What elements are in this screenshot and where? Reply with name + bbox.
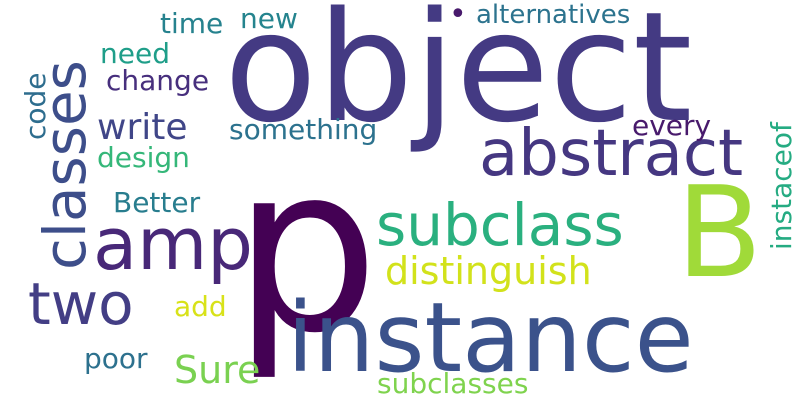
word-p: p	[233, 117, 379, 384]
word-new: new	[240, 2, 298, 35]
word-Better: Better	[113, 186, 201, 219]
word-two: two	[28, 270, 134, 338]
word-B: B	[676, 159, 763, 306]
word-need: need	[100, 37, 170, 70]
word-time: time	[160, 7, 224, 40]
word-dot: •	[449, 0, 467, 32]
word-write: write	[97, 107, 188, 148]
word-poor: poor	[84, 342, 148, 375]
word-design: design	[97, 141, 190, 174]
word-instaceof: instaceof	[765, 122, 798, 250]
word-abstract: abstract	[479, 117, 744, 191]
word-distinguish: distinguish	[385, 249, 592, 293]
word-instance: instance	[287, 282, 694, 394]
word-alternatives: alternatives	[476, 0, 631, 30]
word-amp: amp	[93, 202, 253, 286]
word-object: object	[224, 0, 693, 156]
word-subclasses: subclasses	[377, 367, 529, 400]
word-add: add	[174, 290, 227, 323]
word-change: change	[106, 64, 210, 97]
word-something: something	[229, 113, 378, 146]
word-subclass: subclass	[376, 191, 624, 259]
word-code: code	[19, 72, 52, 140]
word-Sure: Sure	[174, 348, 261, 392]
word-every: every	[632, 109, 712, 142]
